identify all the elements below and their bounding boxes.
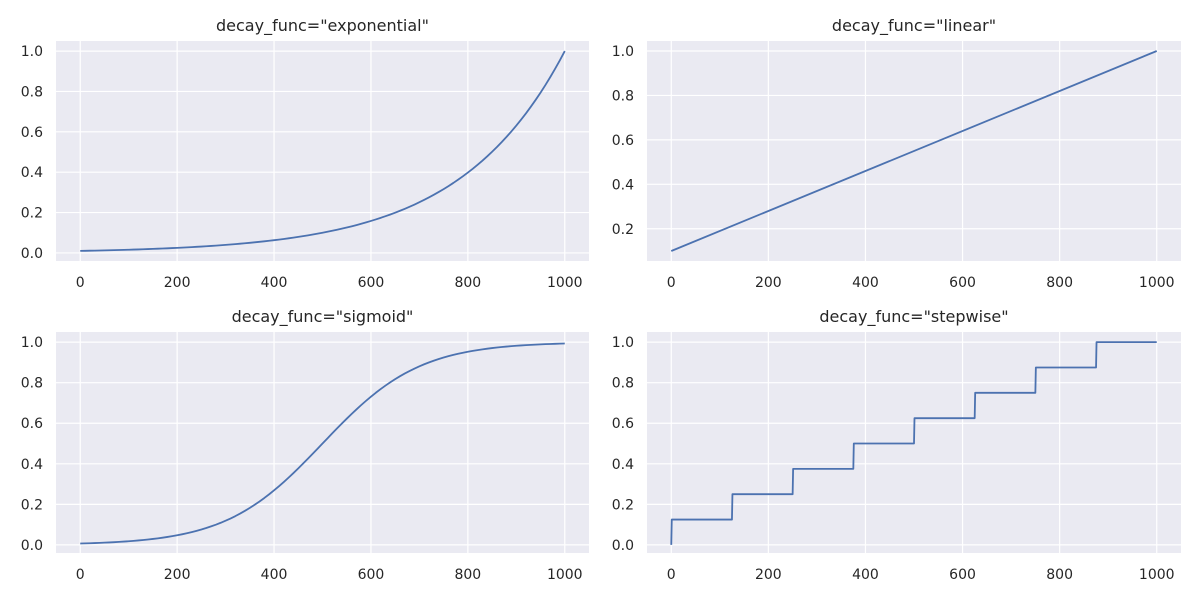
- subplot-title: decay_func="stepwise": [819, 307, 1008, 327]
- series-line: [670, 341, 1157, 545]
- x-tick-label: 200: [164, 567, 191, 583]
- x-tick-label: 0: [76, 275, 85, 291]
- x-tick-label: 400: [261, 567, 288, 583]
- plot-area: [56, 41, 589, 261]
- x-tick-label: 1000: [547, 275, 583, 291]
- x-tick-label: 600: [358, 567, 385, 583]
- y-tick-label: 0.0: [21, 538, 43, 554]
- y-tick-label: 1.0: [21, 44, 43, 60]
- x-tick-label: 200: [755, 275, 782, 291]
- x-tick-label: 800: [454, 567, 481, 583]
- y-tick-label: 0.6: [612, 416, 634, 432]
- x-tick-label: 0: [76, 567, 85, 583]
- y-tick-label: 0.0: [21, 246, 43, 262]
- y-tick-label: 0.2: [612, 497, 634, 513]
- y-tick-label: 0.4: [21, 165, 43, 181]
- x-tick-label: 800: [1046, 567, 1073, 583]
- x-tick-label: 800: [1046, 275, 1073, 291]
- subplot-title: decay_func="linear": [832, 16, 996, 36]
- y-tick-label: 0.2: [612, 222, 634, 238]
- y-tick-label: 0.2: [21, 206, 43, 222]
- x-tick-label: 400: [852, 567, 879, 583]
- subplot-title: decay_func="sigmoid": [232, 307, 414, 327]
- series-line: [80, 50, 566, 252]
- x-tick-label: 400: [852, 275, 879, 291]
- x-tick-label: 0: [667, 567, 676, 583]
- y-tick-label: 1.0: [21, 335, 43, 351]
- y-tick-label: 0.8: [612, 376, 634, 392]
- subplot-sigmoid: 0 200 400 600 800 1000 0.0 0.2 0.4 0.6 0.8 1.0 decay…: [21, 307, 589, 583]
- y-tick-label: 0.8: [612, 88, 634, 104]
- y-tick-label: 0.6: [612, 133, 634, 149]
- series-line: [670, 50, 1158, 252]
- y-tick-label: 0.2: [21, 497, 43, 513]
- y-tick-label: 0.6: [21, 125, 43, 141]
- subplot-linear: 0 200 400 600 800 1000 0.2 0.4 0.6 0.8 1.0 decay_fu…: [612, 16, 1181, 291]
- y-tick-label: 0.4: [21, 457, 43, 473]
- y-tick-label: 0.4: [612, 177, 634, 193]
- x-tick-label: 600: [358, 275, 385, 291]
- series-line: [80, 342, 565, 545]
- y-tick-label: 1.0: [612, 44, 634, 60]
- y-tick-label: 0.6: [21, 416, 43, 432]
- x-tick-label: 400: [261, 275, 288, 291]
- x-tick-label: 800: [454, 275, 481, 291]
- x-tick-label: 600: [949, 275, 976, 291]
- y-tick-label: 0.8: [21, 84, 43, 100]
- subplot-title: decay_func="exponential": [216, 16, 429, 36]
- x-tick-label: 200: [755, 567, 782, 583]
- x-tick-label: 0: [667, 275, 676, 291]
- y-tick-label: 1.0: [612, 335, 634, 351]
- x-tick-label: 1000: [1139, 275, 1175, 291]
- y-tick-label: 0.4: [612, 457, 634, 473]
- x-tick-label: 1000: [1139, 567, 1175, 583]
- subplot-stepwise: 0 200 400 600 800 1000 0.0 0.2 0.4 0.6 0.8 1.0 decay…: [612, 307, 1181, 583]
- y-tick-label: 0.8: [21, 376, 43, 392]
- x-tick-label: 600: [949, 567, 976, 583]
- y-tick-label: 0.0: [612, 538, 634, 554]
- x-tick-label: 200: [164, 275, 191, 291]
- x-tick-label: 1000: [547, 567, 583, 583]
- subplot-exponential: 0 200 400 600 800 1000 0.0 0.2 0.4 0.6 0.8 1.0 decay…: [21, 16, 589, 291]
